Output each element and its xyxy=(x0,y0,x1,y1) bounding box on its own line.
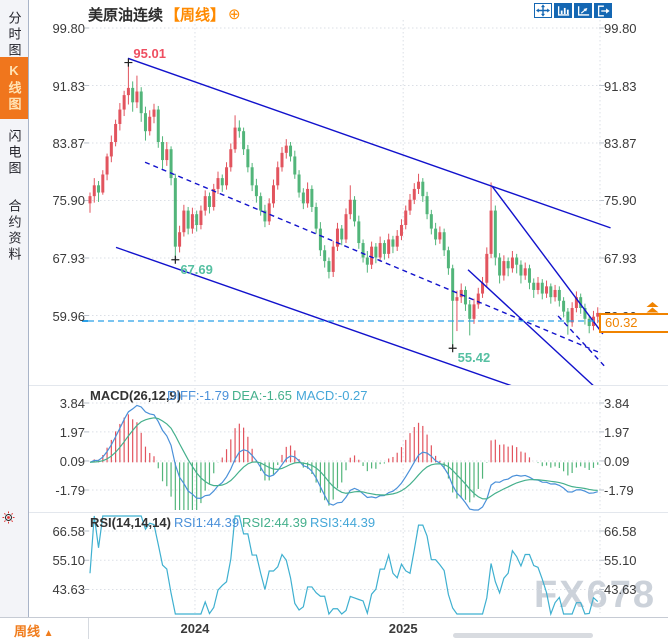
sun-alert-icon xyxy=(2,511,15,524)
indicator-settings-icon[interactable] xyxy=(2,511,15,529)
macd-axis-label-right: 3.84 xyxy=(604,396,630,411)
rsi-axis-label-left: 43.63 xyxy=(52,582,85,598)
scroll-to-latest-icon[interactable] xyxy=(645,302,660,320)
macd-axis-label-right: 0.09 xyxy=(604,453,630,469)
rsi-axis-label-right: 43.63 xyxy=(604,582,637,598)
price-axis-label-right: 99.80 xyxy=(604,21,637,36)
gridlines xyxy=(84,20,604,613)
price-axis-label-right: 75.90 xyxy=(604,193,637,209)
steep-mid-dashed xyxy=(557,315,605,367)
macd-dea-value: DEA:-1.65 xyxy=(232,388,292,403)
sidebar: 分时图 K线图闪电图合约资料 xyxy=(0,0,29,617)
move-tool-button[interactable] xyxy=(534,3,552,18)
panel-divider-rsi xyxy=(28,512,668,513)
axis-fit-icon xyxy=(557,5,570,16)
bottom-period-selector[interactable]: 周线 ▲ xyxy=(14,621,54,640)
price-axis-label-left: 67.93 xyxy=(52,250,85,266)
chart-toolbar xyxy=(534,3,612,18)
panel-divider-macd xyxy=(28,385,668,386)
low-annotation-1: 67.69 xyxy=(180,261,213,277)
watermark: FX678 xyxy=(534,574,656,616)
macd-axis-label-left: 0.09 xyxy=(59,453,85,469)
macd-panel-series xyxy=(89,404,599,511)
price-axis-label-right: 83.87 xyxy=(604,135,637,151)
rsi-axis-label-right: 55.10 xyxy=(604,553,637,569)
pan-latest-icon xyxy=(597,5,610,16)
x-axis-year-2025: 2025 xyxy=(388,621,418,636)
axis-pointer-icon xyxy=(577,5,590,16)
upper-channel xyxy=(127,57,611,229)
price-axis-label-right: 67.93 xyxy=(604,250,637,266)
horizontal-scrollbar-thumb[interactable] xyxy=(453,633,593,638)
add-indicator-icon[interactable]: ⊕ xyxy=(228,6,241,23)
axis-fit-tool-button[interactable] xyxy=(554,3,572,18)
macd-axis-label-right: -1.79 xyxy=(604,483,634,498)
sidebar-item-3[interactable]: 闪电图 xyxy=(6,129,22,177)
macd-axis-label-left: 3.84 xyxy=(59,396,85,411)
rsi-title: RSI(14,14,14) xyxy=(90,515,171,530)
sidebar-item-1[interactable]: 分时图 xyxy=(6,11,22,59)
price-axis-label-left: 91.83 xyxy=(52,78,85,94)
sidebar-item-2[interactable]: K线图 xyxy=(0,57,28,119)
bottom-bar: 周线 ▲ 2024 2025 xyxy=(0,617,668,639)
rsi-line xyxy=(89,515,599,617)
price-axis-label-left: 83.87 xyxy=(52,135,85,151)
lower-channel xyxy=(115,246,513,386)
extreme-markers xyxy=(124,58,457,353)
bottom-period-label: 周线 xyxy=(14,624,41,639)
low-annotation-2: 55.42 xyxy=(457,350,491,366)
price-axis-label-left: 59.96 xyxy=(52,308,85,324)
rsi-axis-label-left: 55.10 xyxy=(52,553,85,569)
steep-upper xyxy=(491,185,604,335)
rsi1-value: RSI1:44.39 xyxy=(174,515,240,530)
rsi-axis-label-right: 66.58 xyxy=(604,524,637,539)
rsi-axis-label-left: 66.58 xyxy=(52,524,85,539)
macd-diff-value: DIFF:-1.79 xyxy=(167,388,230,403)
trendlines[interactable] xyxy=(115,57,611,388)
x-axis-year-2024: 2024 xyxy=(180,621,210,636)
mid-channel-dashed xyxy=(144,161,599,353)
rsi-panel-series xyxy=(89,515,599,617)
period-tag[interactable]: 【周线】 xyxy=(165,7,226,24)
move-icon xyxy=(536,4,550,17)
symbol-name: 美原油连续 xyxy=(88,7,164,24)
price-axis-label-left: 99.80 xyxy=(52,21,85,36)
chart-title: 美原油连续 【周线】 ⊕ xyxy=(88,4,241,25)
sidebar-item-4[interactable]: 合约资料 xyxy=(6,199,22,263)
rsi3-value: RSI3:44.39 xyxy=(310,515,376,530)
macd-axis-label-right: 1.97 xyxy=(604,424,630,440)
bottom-bar-divider xyxy=(88,618,89,639)
steep-lower xyxy=(467,269,595,386)
price-axis-label-right: 91.83 xyxy=(604,78,637,94)
rsi2-value: RSI2:44.39 xyxy=(242,515,308,530)
axis-pointer-tool-button[interactable] xyxy=(574,3,592,18)
candlestick-series xyxy=(88,62,600,349)
macd-axis-label-left: 1.97 xyxy=(59,424,85,440)
double-up-arrow-icon xyxy=(646,302,659,313)
macd-axis-label-left: -1.79 xyxy=(55,483,85,498)
last-price-box: 60.32 xyxy=(599,313,668,333)
pan-latest-tool-button[interactable] xyxy=(594,3,612,18)
last-price-value: 60.32 xyxy=(605,315,638,330)
high-annotation: 95.01 xyxy=(133,45,166,61)
macd-macd-value: MACD:-0.27 xyxy=(296,388,368,403)
macd-diff-line xyxy=(89,404,598,511)
macd-dea-line xyxy=(89,417,598,500)
macd-title: MACD(26,12,9) xyxy=(90,388,182,403)
price-axis-label-left: 75.90 xyxy=(52,193,85,209)
period-up-arrow-icon: ▲ xyxy=(43,628,54,639)
